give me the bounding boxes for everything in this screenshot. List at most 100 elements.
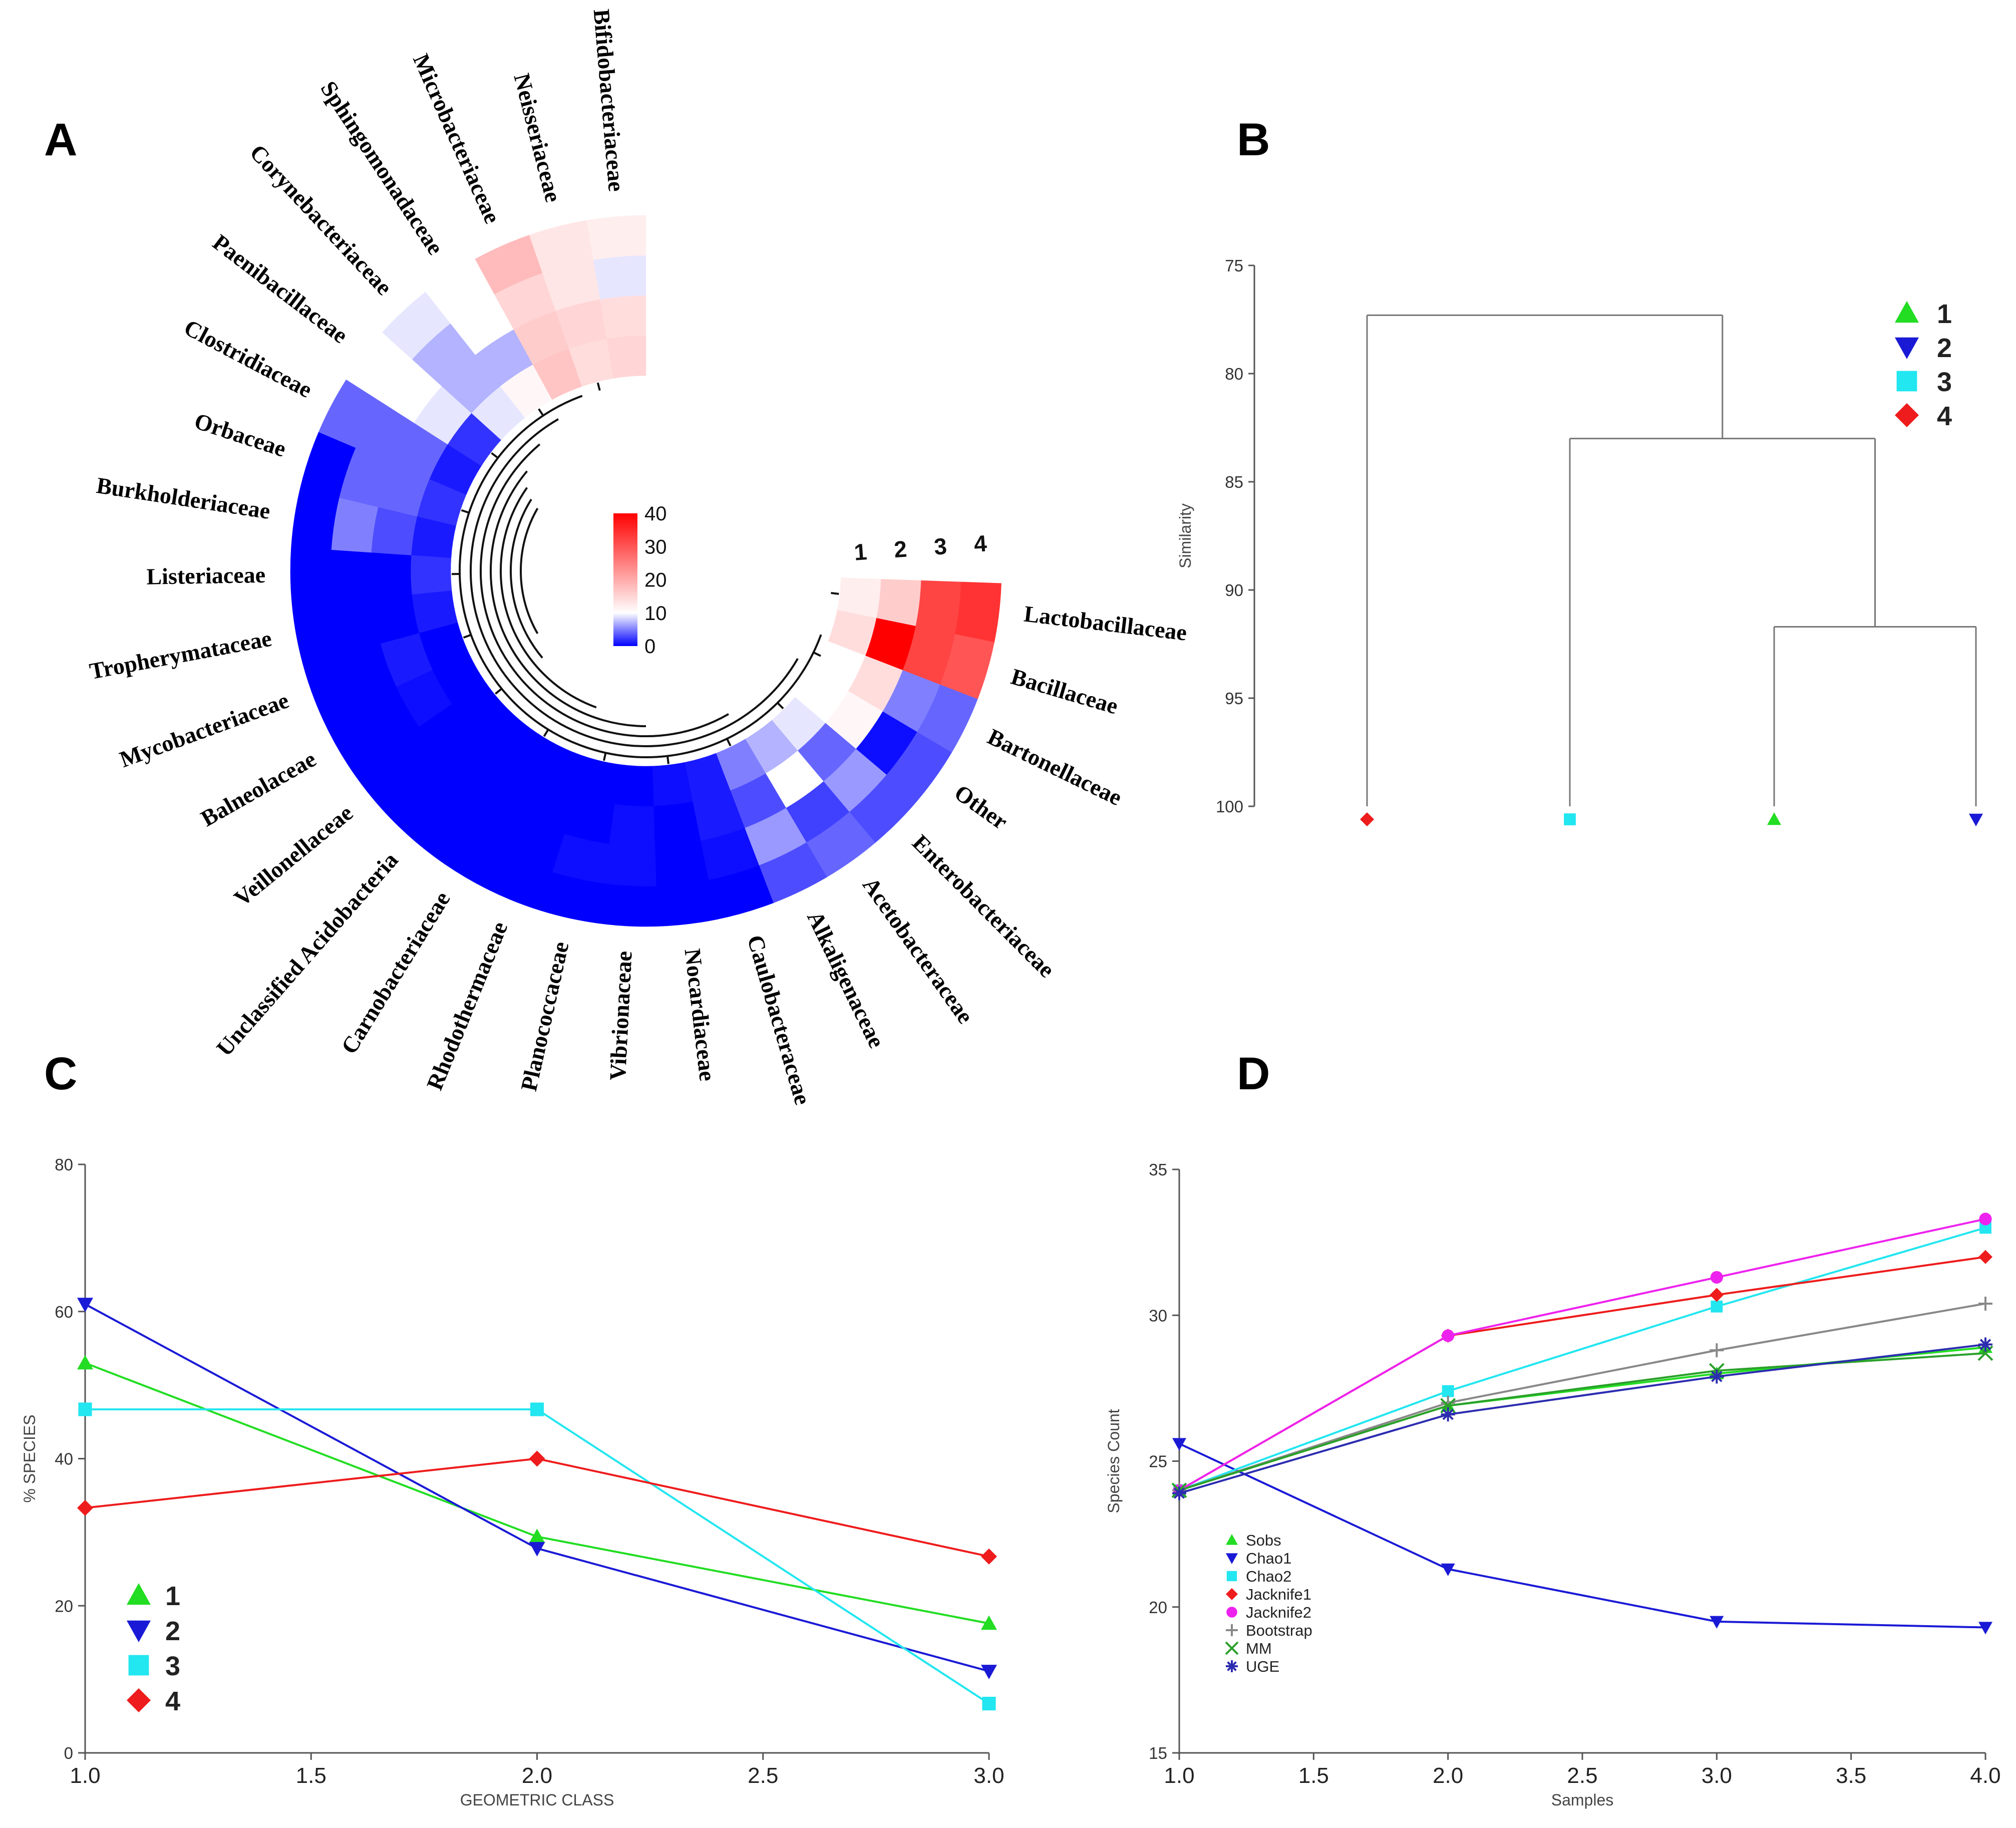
legend-label: 3 (1937, 367, 1952, 397)
leaf-marker (1969, 813, 1983, 826)
leaf-marker (1767, 812, 1781, 825)
data-point (1710, 1288, 1724, 1302)
series-line (1179, 1442, 1986, 1629)
panel-label-d: D (1237, 1048, 1270, 1099)
tree-branch (470, 418, 799, 747)
leaf-marker (1360, 812, 1374, 826)
x-tick-label: 1.0 (70, 1763, 100, 1788)
legend-label: Chao2 (1246, 1568, 1291, 1585)
x-axis-title: Samples (1551, 1791, 1614, 1809)
series-line (1179, 1302, 1986, 1491)
legend-label: 2 (165, 1616, 180, 1646)
heatmap-cell (410, 555, 452, 595)
legend-marker (1895, 337, 1919, 359)
tree-leaf (666, 756, 669, 764)
x-tick-label: 3.0 (973, 1763, 1004, 1788)
series-line (1179, 1343, 1986, 1494)
legend-label: Bootstrap (1246, 1622, 1312, 1639)
ring-sample-label: 2 (893, 536, 908, 563)
heatmap-cell (603, 843, 656, 887)
data-point (1442, 1385, 1454, 1397)
data-point (77, 1499, 93, 1516)
legend-label: 2 (1937, 333, 1952, 363)
legend-marker (1226, 1624, 1238, 1636)
tree-leaf (461, 509, 470, 514)
family-label: Balneolaceae (196, 746, 320, 831)
legend-marker (1895, 301, 1919, 323)
tree-branch (500, 487, 597, 709)
heatmap-cell (606, 335, 646, 379)
tree-leaf (538, 408, 544, 416)
legend-label: 1 (165, 1581, 180, 1611)
heatmap-cell (593, 255, 646, 300)
data-point (1441, 1563, 1455, 1577)
legend-marker (127, 1583, 151, 1605)
legend-marker (1225, 1641, 1239, 1655)
dendrogram-panel: 75 80 85 90 95 100 Similarity 1 2 3 4 (1176, 256, 1983, 826)
species-accumulation-panel: 15 20 25 30 35 1.0 1.5 2.0 2.5 3.0 3.5 4.0 Samples Sp… (1105, 1160, 2001, 1809)
y-tick-label: 60 (55, 1303, 73, 1321)
legend-marker (127, 1620, 151, 1642)
data-point (1172, 1486, 1186, 1500)
legend-label: Jacknife1 (1246, 1586, 1311, 1603)
legend-marker (1226, 1660, 1238, 1672)
heatmap-cell (608, 804, 655, 847)
data-point (77, 1355, 93, 1370)
y-tick-label: 15 (1149, 1744, 1167, 1762)
x-tick-label: 4.0 (1970, 1763, 2000, 1788)
family-label: Alkaligenaceae (802, 907, 890, 1052)
data-point (1710, 1369, 1724, 1384)
series-line (1179, 1256, 1986, 1491)
family-label: Nocardiaceae (680, 947, 720, 1082)
tree-branch (490, 470, 646, 727)
heatmap-cell (600, 295, 646, 339)
data-point (529, 1529, 545, 1543)
family-label: Other (950, 780, 1013, 835)
circular-heatmap-panel: Lactobacillaceae BacillaceaeBartonellacea… (88, 8, 1188, 1108)
legend-marker (1226, 1607, 1237, 1618)
ring-sample-label: 1 (853, 538, 868, 565)
legend-marker (1226, 1534, 1238, 1545)
tree-leaf (777, 702, 784, 710)
dendrogram-branches (1366, 314, 1977, 806)
legend-marker (1226, 1588, 1238, 1600)
legend-label: 4 (165, 1686, 180, 1716)
heatmap-cell (370, 552, 412, 599)
y-tick-label: 85 (1225, 473, 1243, 491)
legend-label: 1 (1937, 299, 1952, 329)
data-point (1172, 1438, 1186, 1451)
y-axis-title: Similarity (1176, 503, 1194, 568)
tree-branch (519, 508, 539, 634)
heatmap-cell (653, 801, 701, 847)
data-point (1442, 1329, 1455, 1342)
y-tick-label: 25 (1149, 1452, 1167, 1471)
panel-label-a: A (44, 114, 77, 165)
family-label: Bacillaceae (1008, 664, 1121, 719)
panel-label-b: B (1237, 114, 1270, 165)
heatmap-cell (654, 840, 709, 886)
rank-abundance-panel: 0 20 40 60 80 1.0 1.5 2.0 2.5 3.0 GEOMETRIC CLASS%… (21, 1155, 1004, 1809)
legend-marker (1896, 371, 1917, 392)
heatmap-cell (954, 581, 1001, 643)
tree-leaf (831, 591, 839, 595)
x-tick-label: 1.5 (1298, 1763, 1329, 1788)
leaf-marker (1564, 813, 1576, 825)
tree-leaf (603, 752, 607, 761)
color-scale-tick: 30 (644, 536, 667, 558)
legend-label: 3 (165, 1651, 180, 1681)
tree-leaf (463, 634, 472, 639)
ring-sample-label: 4 (973, 530, 988, 557)
y-tick-label: 20 (1149, 1598, 1167, 1617)
heatmap-cell (290, 546, 332, 607)
heatmap-cell (614, 764, 654, 807)
legend-label: Jacknife2 (1246, 1604, 1311, 1621)
y-axis-title: % SPECIES (21, 1414, 39, 1502)
legend-marker (1226, 1571, 1237, 1582)
panel-label-c: C (44, 1048, 77, 1099)
x-tick-label: 3.5 (1836, 1763, 1866, 1788)
x-tick-label: 1.0 (1164, 1763, 1194, 1788)
data-point (529, 1542, 545, 1557)
family-label: Listeriaceae (146, 562, 265, 589)
family-label: Bifidobacteriaceae (589, 8, 629, 192)
